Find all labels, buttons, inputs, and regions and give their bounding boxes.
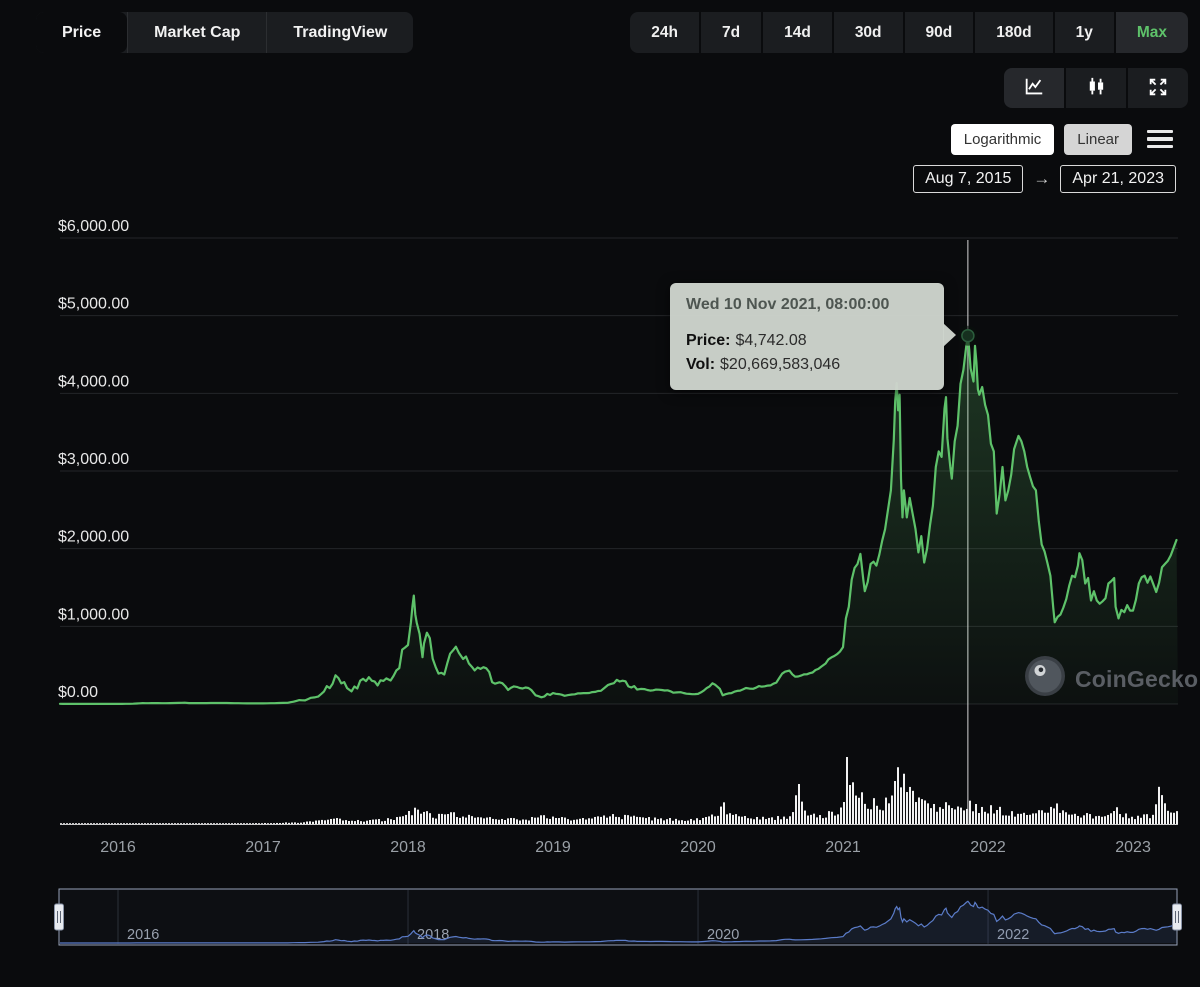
range-tab-7d[interactable]: 7d	[701, 12, 762, 53]
svg-text:2017: 2017	[245, 839, 281, 856]
navigator-year-label: 2016	[127, 927, 159, 943]
range-tab-1y[interactable]: 1y	[1054, 12, 1114, 53]
tooltip-price-line: Price: $4,742.08	[686, 332, 807, 349]
chart-tooltip: Wed 10 Nov 2021, 08:00:00 Price: $4,742.0…	[670, 283, 956, 390]
metric-toggle-group: Price Market Cap TradingView	[36, 12, 414, 53]
coingecko-logo-icon	[1024, 655, 1066, 703]
chart-context-menu-button[interactable]	[1142, 123, 1178, 155]
range-tab-180d[interactable]: 180d	[975, 12, 1053, 53]
price-line	[58, 334, 1178, 705]
marker-point	[961, 328, 975, 343]
range-tab-14d[interactable]: 14d	[763, 12, 832, 53]
svg-text:2018: 2018	[390, 839, 426, 856]
navigator[interactable]: 2016201820202022	[54, 888, 1182, 946]
candlestick-button[interactable]	[1066, 68, 1126, 108]
fullscreen-icon	[1147, 76, 1169, 101]
x-axis-labels: 2016 2017 2018 2019 2020 2021 2022 2023	[100, 839, 1151, 856]
y-axis-labels: $6,000.00 $5,000.00 $4,000.00 $3,000.00 $2,0…	[58, 218, 129, 701]
candlestick-icon	[1085, 76, 1107, 101]
scale-toggle-row: Logarithmic Linear	[950, 123, 1178, 155]
navigator-box[interactable]	[58, 888, 1178, 946]
coingecko-watermark: CoinGecko	[1024, 655, 1198, 703]
range-tab-90d[interactable]: 90d	[904, 12, 974, 53]
svg-text:$0.00: $0.00	[58, 684, 98, 701]
tab-price[interactable]: Price	[36, 12, 128, 53]
navigator-year-label: 2020	[707, 927, 739, 943]
svg-text:2020: 2020	[680, 839, 716, 856]
navigator-year-label: 2022	[997, 927, 1029, 943]
svg-text:$3,000.00: $3,000.00	[58, 451, 129, 468]
date-to-input[interactable]: Apr 21, 2023	[1060, 165, 1176, 193]
line-chart-icon	[1023, 76, 1045, 101]
chart-type-group	[1004, 68, 1188, 108]
svg-text:$2,000.00: $2,000.00	[58, 529, 129, 546]
price-area	[60, 335, 1178, 704]
range-tab-30d[interactable]: 30d	[833, 12, 903, 53]
tab-tradingview[interactable]: TradingView	[266, 12, 413, 53]
volume-bars	[60, 757, 1178, 824]
range-tab-24h[interactable]: 24h	[630, 12, 699, 53]
date-range-row: Aug 7, 2015 → Apr 21, 2023	[913, 165, 1176, 193]
tooltip-pointer	[943, 323, 956, 347]
navigator-handle-right[interactable]	[1172, 903, 1182, 931]
svg-text:$1,000.00: $1,000.00	[58, 606, 129, 623]
watermark-text: CoinGecko	[1075, 665, 1199, 692]
range-tab-max[interactable]: Max	[1115, 12, 1188, 53]
svg-text:$5,000.00: $5,000.00	[58, 296, 129, 313]
navigator-series	[60, 900, 1177, 944]
navigator-area	[59, 901, 1177, 943]
navigator-handle-left[interactable]	[54, 903, 64, 931]
tooltip-title: Wed 10 Nov 2021, 08:00:00	[686, 296, 890, 313]
fullscreen-button[interactable]	[1128, 68, 1188, 108]
svg-text:2016: 2016	[100, 839, 136, 856]
hamburger-menu-icon	[1147, 129, 1173, 134]
svg-text:2019: 2019	[535, 839, 571, 856]
line-chart-button[interactable]	[1004, 68, 1064, 108]
svg-text:$4,000.00: $4,000.00	[58, 373, 129, 390]
svg-text:2023: 2023	[1115, 839, 1151, 856]
svg-text:2022: 2022	[970, 839, 1006, 856]
tab-market-cap[interactable]: Market Cap	[127, 12, 266, 53]
date-range-arrow-icon: →	[1033, 169, 1051, 188]
tooltip-volume-line: Vol: $20,669,583,046	[686, 356, 841, 373]
date-from-input[interactable]: Aug 7, 2015	[913, 165, 1024, 193]
svg-text:$6,000.00: $6,000.00	[58, 218, 129, 235]
scale-logarithmic-button[interactable]: Logarithmic	[950, 123, 1055, 155]
range-selector-group: 24h 7d 14d 30d 90d 180d 1y Max	[630, 12, 1188, 53]
scale-linear-button[interactable]: Linear	[1064, 123, 1132, 155]
svg-text:2021: 2021	[825, 839, 861, 856]
